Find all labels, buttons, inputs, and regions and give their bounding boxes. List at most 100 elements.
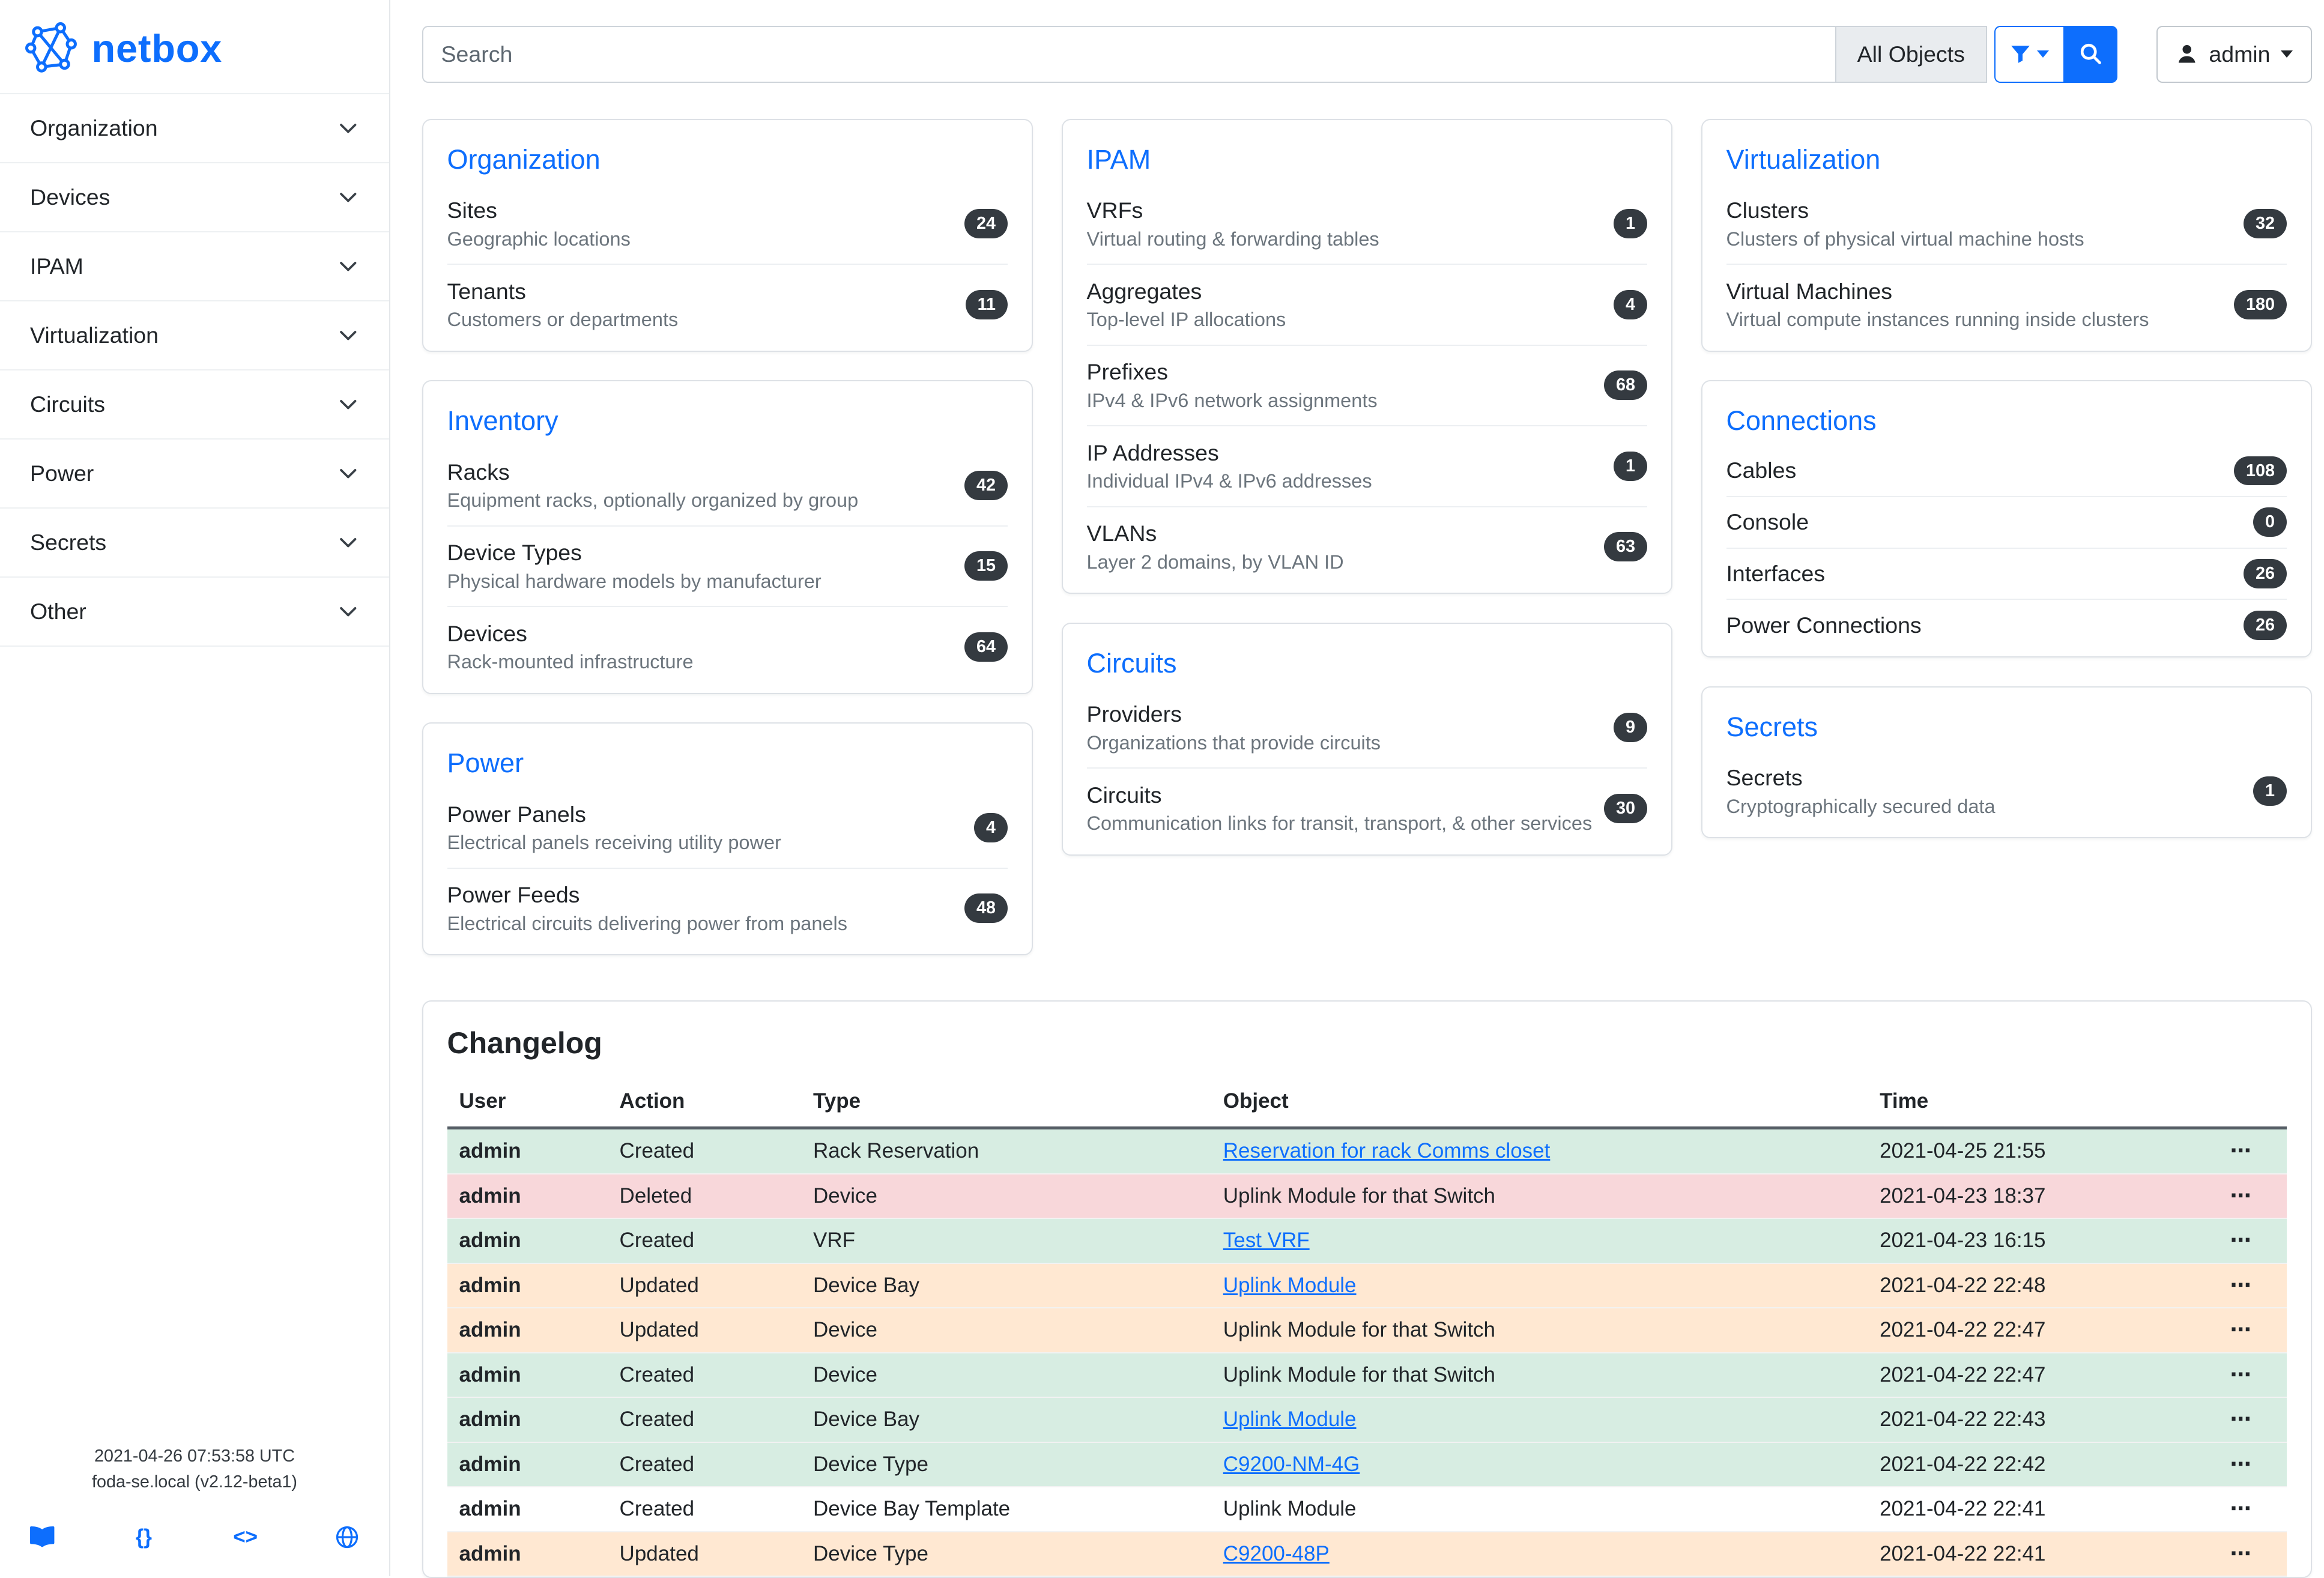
object-link[interactable]: Test VRF (1223, 1229, 1310, 1253)
column-header-action: Action (607, 1081, 802, 1129)
card-item-text: Device Types Physical hardware models by … (447, 540, 822, 593)
row-actions-ellipsis[interactable]: ⋯ (2195, 1487, 2287, 1532)
item-link-console[interactable]: Console (1726, 509, 1809, 535)
cell-time: 2021-04-23 18:37 (1868, 1173, 2196, 1219)
item-link-power-connections[interactable]: Power Connections (1726, 612, 1922, 638)
cell-object: Uplink Module (1211, 1487, 1868, 1532)
column-header-time: Time (1868, 1081, 2196, 1129)
card-title-organization[interactable]: Organization (447, 144, 601, 175)
row-actions-ellipsis[interactable]: ⋯ (2195, 1442, 2287, 1487)
card-title-circuits[interactable]: Circuits (1086, 647, 1177, 679)
cell-action: Created (607, 1352, 802, 1398)
cell-time: 2021-04-22 22:42 (1868, 1442, 2196, 1487)
netbox-logo[interactable]: netbox (0, 0, 389, 93)
row-actions-ellipsis[interactable]: ⋯ (2195, 1531, 2287, 1577)
code-icon[interactable]: <> (233, 1525, 258, 1549)
item-link-circuits[interactable]: Circuits (1086, 782, 1162, 808)
cell-type: Device Bay (801, 1263, 1211, 1308)
item-link-sites[interactable]: Sites (447, 198, 497, 223)
sidebar-item-circuits[interactable]: Circuits (0, 370, 389, 440)
card-item-text: Cables (1726, 458, 1797, 483)
count-badge: 1 (1614, 209, 1647, 239)
sidebar-item-virtualization[interactable]: Virtualization (0, 301, 389, 370)
row-actions-ellipsis[interactable]: ⋯ (2195, 1128, 2287, 1174)
item-description: Physical hardware models by manufacturer (447, 570, 822, 592)
community-globe-icon[interactable] (329, 1525, 365, 1549)
sidebar-item-label: Power (30, 461, 94, 486)
card-power: Power Power Panels Electrical panels recei… (422, 722, 1033, 955)
item-link-secrets[interactable]: Secrets (1726, 765, 1803, 790)
object-link[interactable]: C9200-NM-4G (1223, 1452, 1360, 1476)
row-actions-ellipsis[interactable]: ⋯ (2195, 1308, 2287, 1353)
cell-object: Uplink Module for that Switch (1211, 1308, 1868, 1353)
sidebar-item-label: Other (30, 599, 86, 624)
search-submit-button[interactable] (2063, 25, 2118, 83)
sidebar: netbox Organization Devices IPAM Virtualiza… (0, 0, 390, 1576)
card-secrets: Secrets Secrets Cryptographically secured … (1701, 686, 2312, 838)
sidebar-item-ipam[interactable]: IPAM (0, 232, 389, 301)
item-description: Virtual compute instances running inside… (1726, 309, 2149, 330)
item-link-virtual-machines[interactable]: Virtual Machines (1726, 278, 1893, 304)
caret-down-icon (2281, 50, 2293, 58)
card-title-ipam[interactable]: IPAM (1086, 144, 1151, 175)
item-link-vrfs[interactable]: VRFs (1086, 198, 1143, 223)
item-link-power-feeds[interactable]: Power Feeds (447, 882, 580, 907)
table-row: admin Deleted Device Uplink Module for that… (447, 1173, 2287, 1219)
item-link-prefixes[interactable]: Prefixes (1086, 359, 1168, 384)
cell-object: Reservation for rack Comms closet (1211, 1128, 1868, 1174)
row-actions-ellipsis[interactable]: ⋯ (2195, 1173, 2287, 1219)
sidebar-item-organization[interactable]: Organization (0, 94, 389, 163)
search-input[interactable] (422, 25, 1835, 83)
card-title-inventory[interactable]: Inventory (447, 405, 558, 436)
item-link-device-types[interactable]: Device Types (447, 540, 582, 565)
api-braces-icon[interactable]: {} (135, 1525, 152, 1549)
count-badge: 1 (2253, 776, 2287, 806)
search-scope-button[interactable]: All Objects (1835, 25, 1987, 83)
sidebar-item-power[interactable]: Power (0, 440, 389, 509)
table-row: admin Updated Device Uplink Module for that… (447, 1308, 2287, 1353)
item-description: Individual IPv4 & IPv6 addresses (1086, 470, 1372, 492)
cell-action: Created (607, 1397, 802, 1443)
item-link-ip-addresses[interactable]: IP Addresses (1086, 440, 1219, 465)
count-badge: 26 (2244, 610, 2287, 640)
cell-type: Device (801, 1352, 1211, 1398)
chevron-down-icon (337, 393, 360, 416)
column-header-user: User (447, 1081, 608, 1129)
item-link-vlans[interactable]: VLANs (1086, 521, 1157, 546)
row-actions-ellipsis[interactable]: ⋯ (2195, 1352, 2287, 1398)
item-link-providers[interactable]: Providers (1086, 701, 1182, 727)
card-title-connections[interactable]: Connections (1726, 405, 1877, 436)
row-actions-ellipsis[interactable]: ⋯ (2195, 1263, 2287, 1308)
row-actions-ellipsis[interactable]: ⋯ (2195, 1218, 2287, 1264)
search-filter-button[interactable] (1994, 25, 2064, 83)
row-actions-ellipsis[interactable]: ⋯ (2195, 1397, 2287, 1443)
card-title-virtualization[interactable]: Virtualization (1726, 144, 1881, 175)
cell-time: 2021-04-22 22:47 (1868, 1352, 2196, 1398)
object-link[interactable]: Reservation for rack Comms closet (1223, 1139, 1551, 1163)
object-link[interactable]: Uplink Module (1223, 1273, 1357, 1297)
sidebar-item-other[interactable]: Other (0, 578, 389, 647)
item-link-racks[interactable]: Racks (447, 459, 510, 485)
item-link-power-panels[interactable]: Power Panels (447, 801, 586, 827)
cell-type: Device Type (801, 1442, 1211, 1487)
count-badge: 48 (964, 893, 1008, 924)
card-item-providers: Providers Organizations that provide circ… (1086, 688, 1647, 768)
card-title-secrets[interactable]: Secrets (1726, 711, 1818, 742)
object-link[interactable]: Uplink Module (1223, 1407, 1357, 1431)
sidebar-item-devices[interactable]: Devices (0, 163, 389, 232)
item-link-cables[interactable]: Cables (1726, 458, 1797, 483)
user-menu-button[interactable]: admin (2156, 25, 2312, 83)
item-link-clusters[interactable]: Clusters (1726, 198, 1809, 223)
cell-user: admin (447, 1173, 608, 1219)
item-link-interfaces[interactable]: Interfaces (1726, 560, 1826, 586)
docs-book-icon[interactable] (24, 1526, 60, 1549)
item-link-aggregates[interactable]: Aggregates (1086, 278, 1202, 304)
cell-action: Updated (607, 1531, 802, 1577)
sidebar-item-secrets[interactable]: Secrets (0, 509, 389, 578)
card-item-virtual-machines: Virtual Machines Virtual compute instance… (1726, 264, 2287, 345)
table-row: admin Updated Device Bay Uplink Module 2021-… (447, 1263, 2287, 1308)
card-title-power[interactable]: Power (447, 748, 524, 778)
item-link-tenants[interactable]: Tenants (447, 278, 526, 304)
item-link-devices[interactable]: Devices (447, 620, 527, 646)
object-link[interactable]: C9200-48P (1223, 1541, 1330, 1565)
